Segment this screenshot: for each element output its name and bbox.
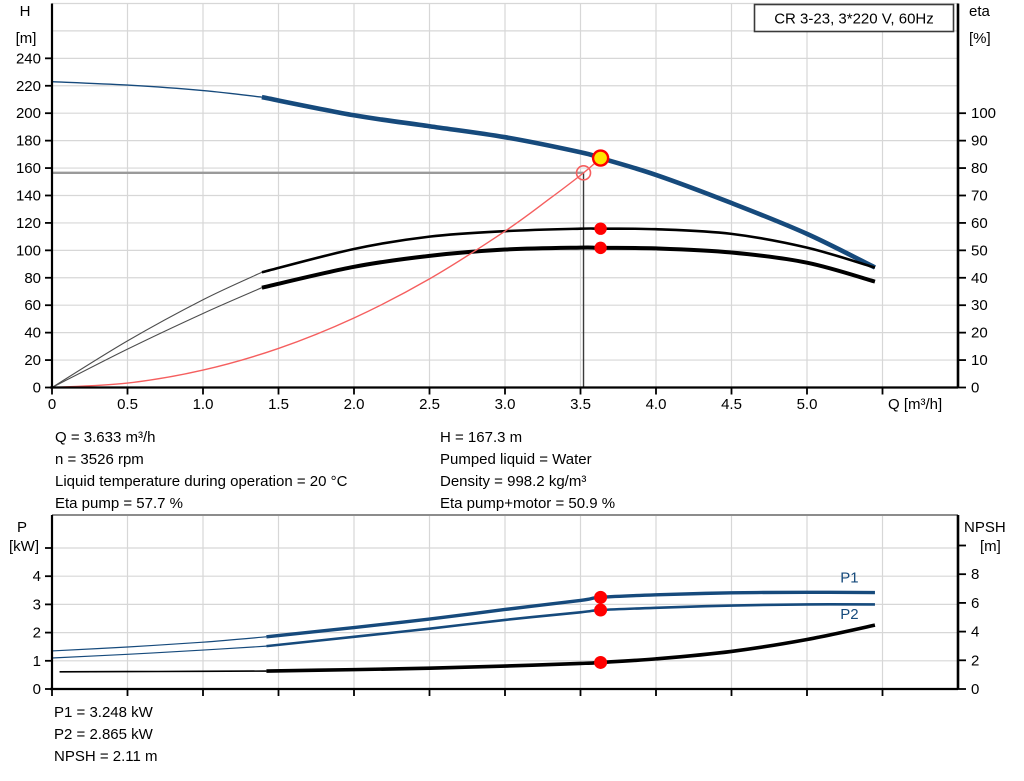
p2-curve — [266, 603, 875, 648]
right-axis-tick-label: 2 — [971, 652, 979, 669]
right-axis-tick-label: 6 — [971, 595, 979, 612]
left-axis-tick-label: 4 — [33, 568, 41, 585]
left-axis-tick-label: 200 — [16, 105, 41, 122]
x-axis-tick-label: 2.5 — [419, 396, 440, 413]
duty-info-temperature: Liquid temperature during operation = 20… — [55, 473, 348, 490]
left-axis-tick-label: 140 — [16, 187, 41, 204]
right-axis-tick-label: 30 — [971, 297, 988, 314]
system-curve — [51, 157, 602, 389]
left-axis-tick-label: 100 — [16, 242, 41, 259]
x-axis-tick-label: 2.0 — [344, 396, 365, 413]
right-axis-tick-label: 40 — [971, 270, 988, 287]
left-axis-tick-label: 160 — [16, 160, 41, 177]
right-axis-tick-label: 4 — [971, 624, 979, 641]
left-axis-tick-label: 220 — [16, 78, 41, 95]
power-npsh-chart: 0 1 2 3 4 0 2 4 6 8 P [kW] NPSH [m] P1 P2 — [9, 514, 1006, 698]
p1-curve-low-range — [51, 636, 267, 652]
right-axis-tick-label: 90 — [971, 133, 988, 150]
right-axis-tick-label: 50 — [971, 242, 988, 259]
duty-info-head: H = 167.3 m — [440, 429, 523, 446]
left-axis-title: H — [20, 3, 31, 20]
requested-duty-marker — [575, 165, 592, 181]
power-info-p2: P2 = 2.865 kW — [54, 726, 153, 743]
left-axis-unit: [m] — [16, 30, 37, 47]
power-info-npsh: NPSH = 2.11 m — [54, 748, 158, 765]
right-axis-tick-label: 0 — [971, 380, 979, 397]
qh-gridlines — [52, 2, 958, 388]
left-axis-tick-label: 0 — [33, 681, 41, 698]
npsh-curve-low-range — [59, 670, 267, 673]
x-axis-tick-label: 3.0 — [495, 396, 516, 413]
x-axis-tick-label: 1.0 — [193, 396, 214, 413]
left-axis-tick-label: 120 — [16, 215, 41, 232]
left-axis-tick-label: 40 — [24, 325, 41, 342]
npsh-duty-dot — [594, 655, 608, 669]
x-axis-tick-label: 3.5 — [570, 396, 591, 413]
p1-curve — [266, 590, 875, 639]
p2-duty-dot — [594, 603, 608, 617]
x-axis-tick-label: 4.0 — [646, 396, 667, 413]
x-axis-tick-label: 5.0 — [797, 396, 818, 413]
eta-pump-motor-low-range — [51, 287, 263, 388]
left-axis-tick-label: 3 — [33, 596, 41, 613]
duty-info-liquid: Pumped liquid = Water — [440, 451, 592, 468]
p1-duty-dot — [594, 590, 608, 604]
right-axis-title: eta — [969, 3, 991, 20]
right-axis-tick-label: 8 — [971, 566, 979, 583]
duty-info-q: Q = 3.633 m³/h — [55, 429, 156, 446]
operating-point-marker[interactable] — [591, 149, 610, 167]
right-axis-tick-label: 0 — [971, 681, 979, 698]
eta-pump-motor-duty-dot — [594, 241, 607, 255]
duty-info-eta-pump: Eta pump = 57.7 % — [55, 495, 183, 512]
left-axis-tick-label: 180 — [16, 133, 41, 150]
left-axis-tick-label: 60 — [24, 297, 41, 314]
right-axis-tick-label: 60 — [971, 215, 988, 232]
left-axis-tick-label: 1 — [33, 653, 41, 670]
right-axis-tick-label: 20 — [971, 325, 988, 342]
left-axis-tick-label: 80 — [24, 270, 41, 287]
x-axis-tick-label: 4.5 — [721, 396, 742, 413]
power-npsh-gridlines — [52, 515, 958, 689]
right-axis-unit: [m] — [980, 538, 1001, 555]
eta-pump-low-range — [51, 271, 263, 388]
left-axis-tick-label: 0 — [33, 380, 41, 397]
left-axis-unit: [kW] — [9, 538, 39, 555]
eta-pump-curve — [261, 227, 876, 274]
left-axis-title: P — [17, 519, 27, 536]
right-axis-tick-label: 100 — [971, 105, 996, 122]
pump-title-box — [753, 3, 955, 33]
head-curve — [261, 94, 876, 270]
left-axis-tick-label: 2 — [33, 625, 41, 642]
qh-chart: 0 20 40 60 80 100 120 140 160 180 200 220 240 0 10 20 30… — [16, 2, 996, 413]
p2-curve-label: P2 — [840, 606, 858, 623]
p1-curve-label: P1 — [840, 570, 858, 587]
head-curve-low-range — [51, 80, 262, 98]
duty-info-speed: n = 3526 rpm — [55, 451, 144, 468]
duty-info-eta-pump-motor: Eta pump+motor = 50.9 % — [440, 495, 616, 512]
left-axis-tick-label: 20 — [24, 352, 41, 369]
eta-pump-motor-curve — [261, 245, 876, 290]
x-axis-tick-label: 0 — [48, 396, 56, 413]
left-axis-tick-label: 240 — [16, 50, 41, 67]
eta-pump-duty-dot — [594, 222, 607, 235]
x-axis-tick-label: 0.5 — [117, 396, 138, 413]
right-axis-tick-label: 70 — [971, 187, 988, 204]
duty-info-density: Density = 998.2 kg/m³ — [440, 473, 587, 490]
npsh-curve — [266, 623, 876, 673]
p2-curve-low-range — [51, 645, 267, 659]
qh-axes: 0 20 40 60 80 100 120 140 160 180 200 220 240 0 10 20 30… — [16, 3, 996, 413]
right-axis-tick-label: 80 — [971, 160, 988, 177]
right-axis-unit: [%] — [969, 30, 991, 47]
power-info-p1: P1 = 3.248 kW — [54, 704, 153, 721]
x-axis-title: Q [m³/h] — [888, 396, 942, 413]
power-npsh-axes: 0 1 2 3 4 0 2 4 6 8 P [kW] NPSH [m] — [9, 515, 1006, 698]
pump-title-text: CR 3-23, 3*220 V, 60Hz — [774, 11, 934, 28]
right-axis-title: NPSH — [964, 519, 1006, 536]
right-axis-tick-label: 10 — [971, 352, 988, 369]
x-axis-tick-label: 1.5 — [268, 396, 289, 413]
